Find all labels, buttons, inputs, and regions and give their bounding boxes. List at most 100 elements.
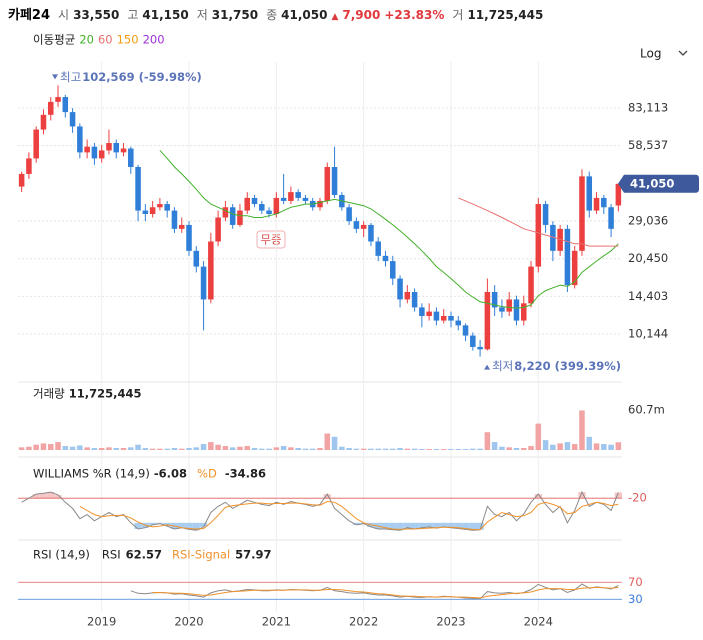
candle-body <box>470 335 476 347</box>
candle-body <box>608 207 614 229</box>
candle-body <box>106 143 112 151</box>
volume-bar <box>33 444 39 450</box>
volume-bar <box>571 444 578 450</box>
candle-body <box>164 204 170 211</box>
y-tick-label: 20,450 <box>628 251 668 265</box>
oversold-fill <box>199 522 208 527</box>
candle-body <box>448 315 454 321</box>
low-marker <box>484 364 491 370</box>
volume-bar <box>47 444 54 450</box>
volume-bar <box>295 448 301 450</box>
volume-bar <box>419 449 425 450</box>
volume-bar <box>513 448 520 450</box>
y-tick-label: 60.7m <box>628 402 665 416</box>
volume-bar <box>77 445 83 450</box>
candle-body <box>440 315 447 321</box>
dropdown-chevron[interactable] <box>678 50 688 56</box>
candle-body <box>237 210 243 225</box>
y-tick-label: 83,113 <box>628 100 668 114</box>
candle-body <box>520 303 527 321</box>
oversold-fill <box>425 522 433 527</box>
candle-body <box>586 176 593 211</box>
volume-bar <box>390 448 396 450</box>
event-badge <box>256 230 286 249</box>
candle-body <box>193 250 200 267</box>
candle-body <box>208 241 214 300</box>
series-value: 57.97 <box>235 548 271 562</box>
y-tick-label: 70 <box>628 575 643 589</box>
oversold-fill <box>410 522 419 529</box>
overbought-fill <box>614 492 622 499</box>
volume-bar <box>244 446 250 450</box>
y-tick-label: 30 <box>628 592 643 606</box>
series-value: 62.57 <box>126 548 162 562</box>
candle-body <box>382 255 389 262</box>
change-pct: +23.83% <box>384 8 445 22</box>
candle-body <box>513 299 520 321</box>
volume-bar <box>433 449 440 450</box>
oversold-fill <box>403 522 411 528</box>
volume-bar <box>586 436 593 450</box>
volume-bar <box>375 448 381 450</box>
overbought-fill <box>54 494 62 499</box>
oversold-fill <box>432 522 441 529</box>
candle-body <box>84 146 90 153</box>
overbought-fill <box>534 494 542 499</box>
oversold-fill <box>447 522 455 528</box>
volume-bar <box>62 446 69 450</box>
volume-bar <box>535 423 542 450</box>
volume-bar <box>251 448 258 450</box>
field-label: 시 <box>58 8 70 22</box>
candle-body <box>317 200 323 208</box>
candle-body <box>324 167 331 201</box>
candle-body <box>98 150 105 159</box>
log-toggle[interactable]: Log <box>640 47 661 61</box>
candle-body <box>229 207 236 225</box>
oversold-fill <box>469 522 477 531</box>
volume-bar <box>477 448 483 450</box>
oversold-fill <box>185 522 193 530</box>
candle-body <box>171 210 178 229</box>
overbought-fill <box>39 493 48 499</box>
volume-bar <box>149 448 156 450</box>
field-label: 저 <box>196 8 208 22</box>
candle-body <box>615 183 622 206</box>
y-tick-label: -20 <box>628 491 647 505</box>
volume-bar <box>40 443 47 450</box>
volume-bar <box>142 448 149 450</box>
volume-bar <box>426 449 432 450</box>
series-value: -34.86 <box>225 467 266 481</box>
panel-title: 거래량 <box>33 387 65 401</box>
candle-body <box>266 210 272 214</box>
candle-body <box>593 197 600 211</box>
candle-body <box>55 97 61 102</box>
legend-entry: 60 <box>98 33 113 47</box>
x-tick-label: 2021 <box>262 615 291 629</box>
oversold-fill <box>148 522 157 525</box>
candle-body <box>455 320 462 326</box>
oversold-fill <box>476 522 484 530</box>
candle-body <box>491 292 498 308</box>
candle-body <box>331 167 338 195</box>
volume-bar <box>135 444 141 450</box>
overbought-fill <box>578 492 586 499</box>
volume-bar <box>208 442 214 450</box>
volume-bar <box>324 433 331 450</box>
candle-body <box>411 292 418 308</box>
legend-title: 이동평균 <box>33 33 75 47</box>
volume-bar <box>128 447 134 450</box>
low-label: 최저 <box>492 359 513 373</box>
volume-bar <box>506 447 512 450</box>
y-tick-label: 58,537 <box>628 138 668 152</box>
candle-body <box>251 197 258 205</box>
x-tick-label: 2023 <box>436 615 465 629</box>
volume-bar <box>455 449 462 450</box>
y-tick-label: 29,036 <box>628 214 668 228</box>
candle-body <box>404 292 411 300</box>
candle-body <box>484 292 491 350</box>
series-value: -6.08 <box>154 467 187 481</box>
oversold-fill <box>461 522 470 530</box>
volume-bar <box>593 443 600 450</box>
